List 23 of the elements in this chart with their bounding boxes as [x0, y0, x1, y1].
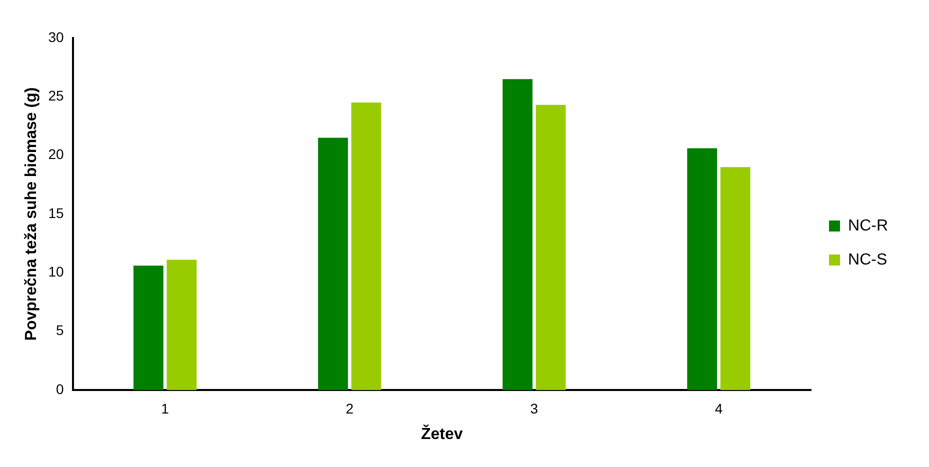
x-tick-label: 1: [161, 400, 170, 416]
bar: [536, 104, 566, 390]
y-tick-label: 30: [48, 28, 64, 45]
x-tick-label: 2: [346, 400, 354, 416]
legend-label: NC-S: [848, 251, 888, 268]
y-tick-label: 10: [48, 264, 64, 280]
bar: [133, 266, 164, 390]
x-tick-label: 3: [530, 400, 538, 416]
legend-label: NC-R: [848, 217, 888, 234]
y-tick-label: 20: [48, 146, 64, 162]
bar: [502, 79, 533, 390]
bar: [351, 102, 382, 390]
y-tick-label: 0: [56, 380, 64, 397]
bar: [720, 167, 750, 390]
bar: [318, 138, 348, 390]
y-tick-label: 25: [48, 88, 64, 104]
bar: [166, 260, 197, 390]
y-axis-title: Povprečna teža suhe biomase (g): [23, 87, 40, 341]
x-tick-label: 4: [714, 400, 723, 416]
x-axis-title: Žetev: [420, 424, 463, 443]
y-tick-label: 5: [56, 322, 64, 338]
bar: [687, 148, 718, 390]
y-tick-label: 15: [48, 204, 64, 221]
